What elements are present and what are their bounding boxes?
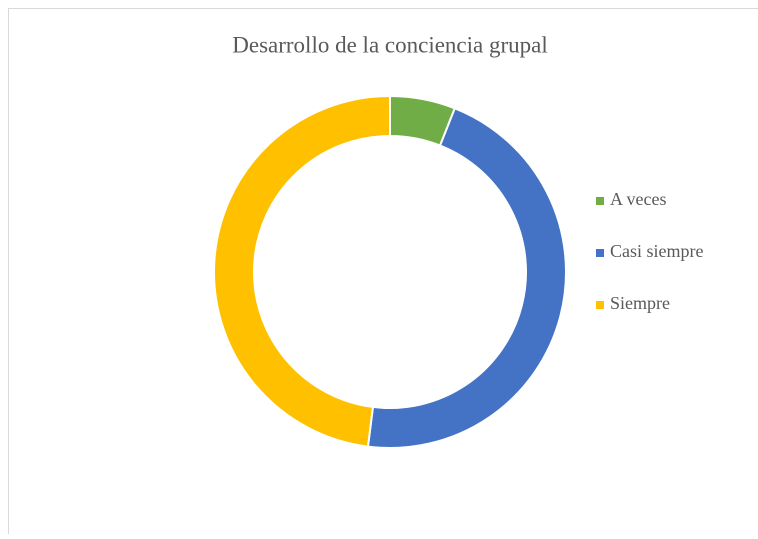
legend-swatch bbox=[596, 301, 604, 309]
legend-swatch bbox=[596, 197, 604, 205]
legend-label: Casi siempre bbox=[610, 241, 703, 261]
chart-border bbox=[9, 9, 758, 535]
legend-label: A veces bbox=[610, 189, 666, 209]
donut-segment bbox=[214, 96, 390, 447]
chart-title: Desarrollo de la conciencia grupal bbox=[232, 32, 547, 57]
legend-swatch bbox=[596, 249, 604, 257]
legend-label: Siempre bbox=[610, 293, 670, 313]
donut-segment bbox=[368, 108, 566, 448]
